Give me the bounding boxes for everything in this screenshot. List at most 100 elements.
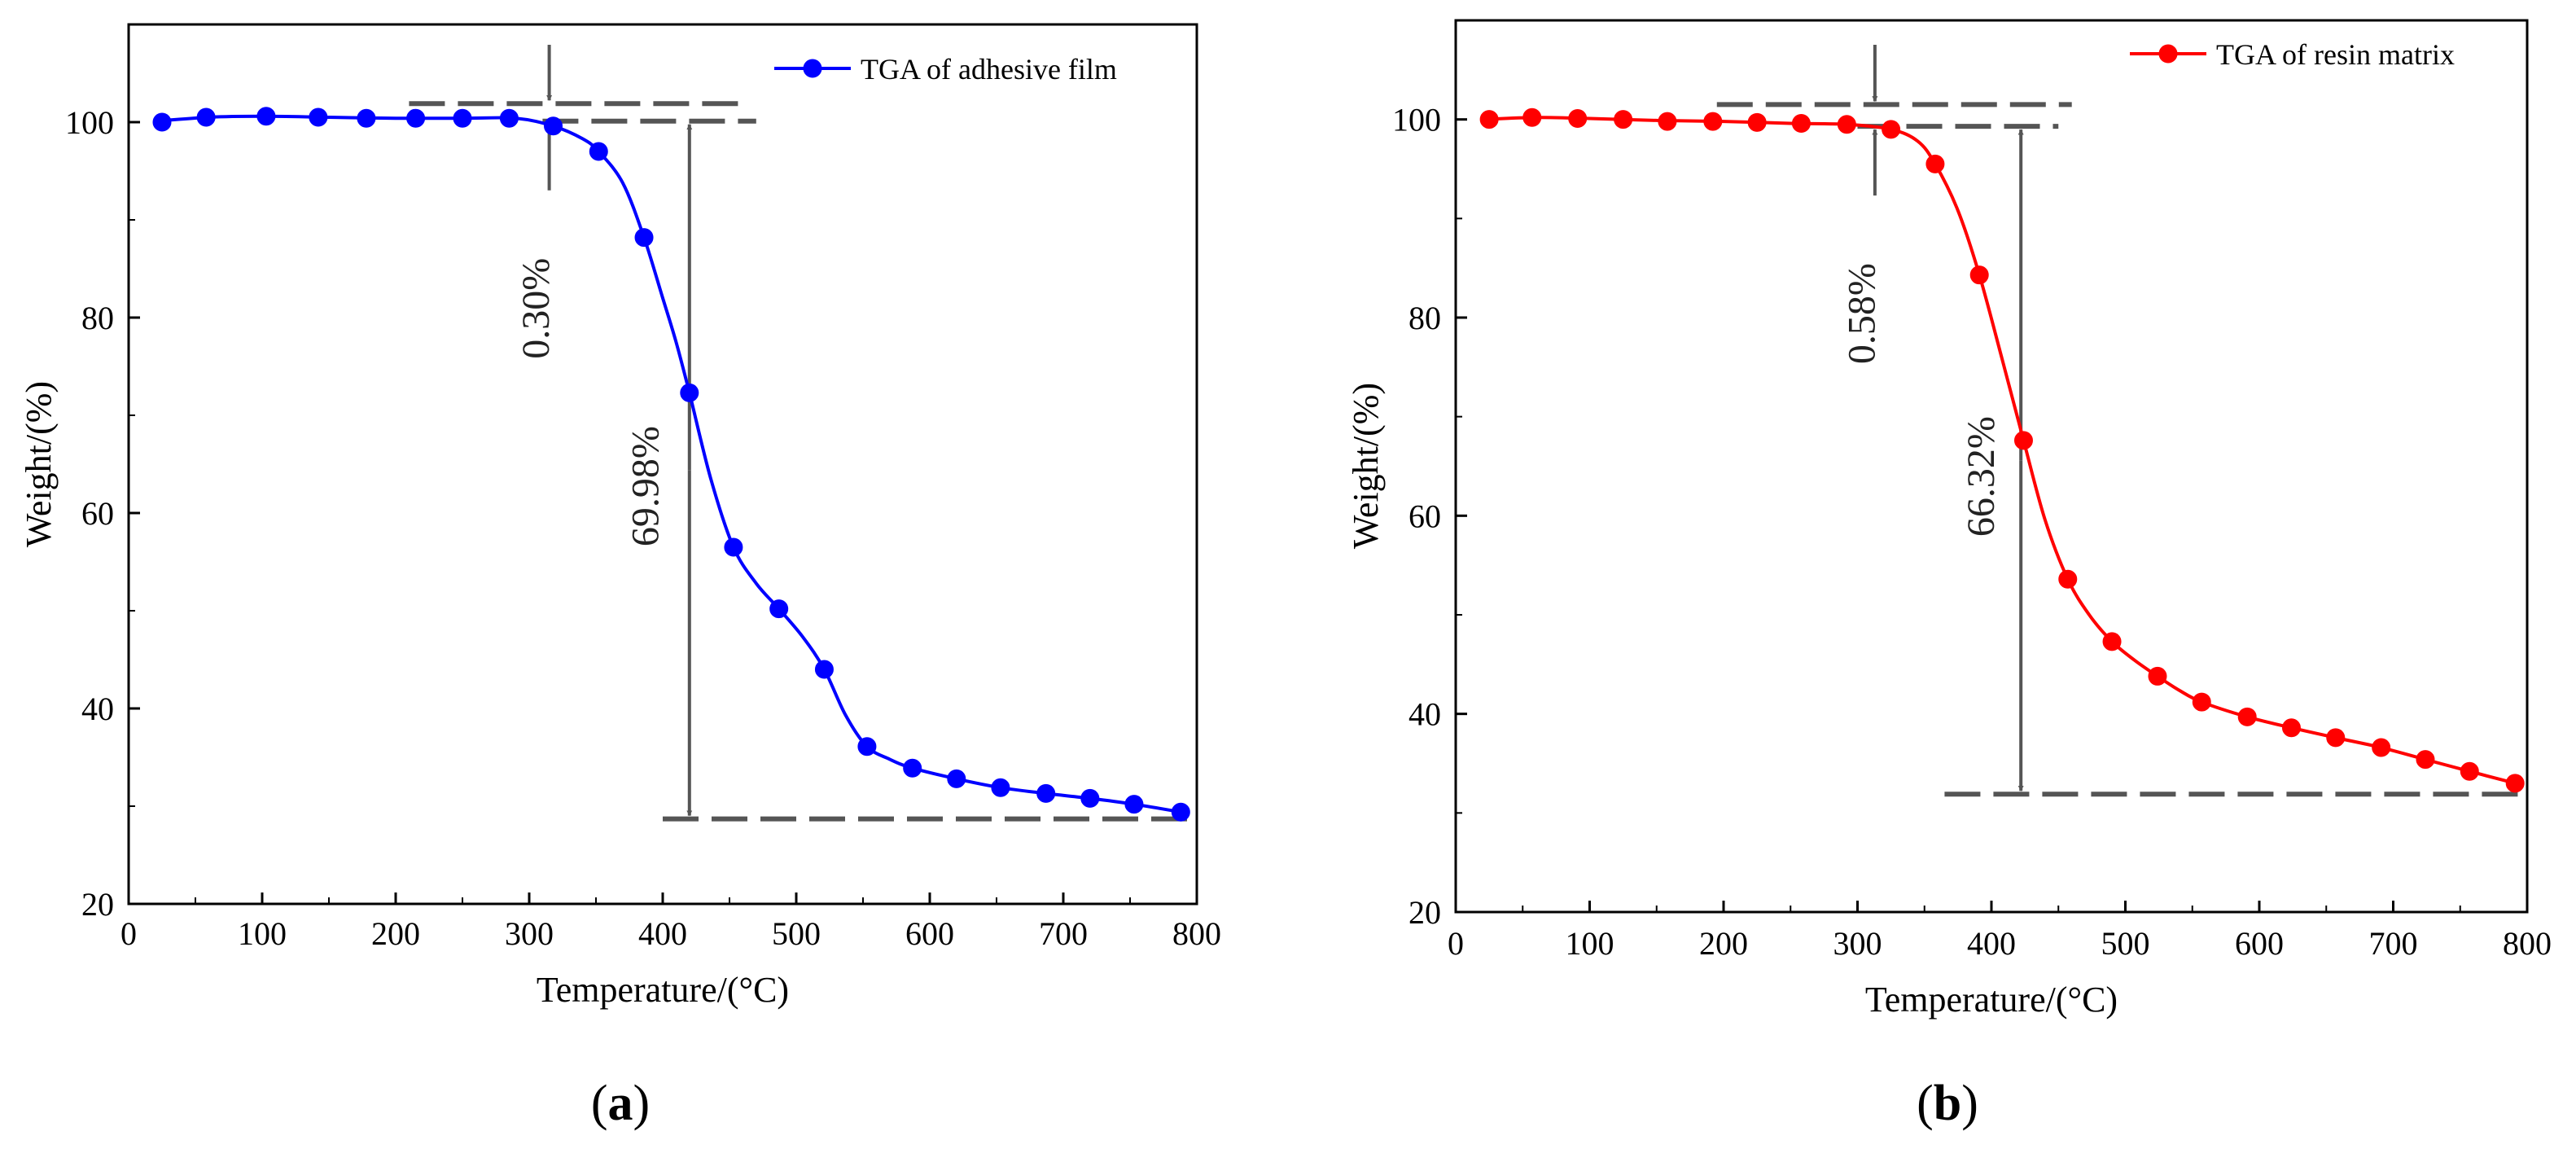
x-tick-label: 0: [1448, 925, 1464, 962]
x-tick-label: 600: [905, 915, 954, 952]
y-tick-label: 60: [1408, 498, 1441, 534]
data-point: [991, 778, 1010, 797]
y-tick-label: 40: [1408, 696, 1441, 733]
data-point: [1036, 783, 1056, 803]
data-point: [589, 142, 608, 161]
data-point: [2058, 569, 2078, 589]
legend-marker-a: [803, 59, 822, 78]
data-point: [947, 769, 966, 788]
data-point: [309, 107, 328, 127]
y-tick-label: 20: [81, 886, 114, 923]
data-point: [1522, 107, 1542, 127]
small-loss-label: 0.30%: [515, 258, 558, 359]
data-point: [544, 116, 563, 136]
data-point: [2505, 774, 2525, 793]
data-point: [2372, 738, 2391, 757]
y-tick-label: 20: [1408, 894, 1441, 931]
data-point: [196, 107, 216, 127]
data-point: [724, 537, 743, 557]
y-tick-label: 40: [81, 691, 114, 727]
x-tick-label: 800: [1172, 915, 1221, 952]
x-tick-label: 0: [120, 915, 137, 952]
data-point: [256, 107, 276, 126]
x-tick-label: 700: [2369, 925, 2418, 962]
x-tick-label: 800: [2503, 925, 2552, 962]
x-tick-label: 100: [238, 915, 287, 952]
data-point: [2237, 707, 2257, 726]
small-loss-label: 0.58%: [1840, 263, 1883, 364]
data-point: [2013, 431, 2033, 450]
series-b: [1479, 107, 2525, 793]
data-point: [2460, 761, 2479, 781]
data-point: [680, 383, 699, 402]
x-tick-label: 400: [638, 915, 687, 952]
data-point: [2281, 718, 2301, 738]
data-point: [1791, 114, 1811, 134]
x-tick-label: 100: [1566, 925, 1614, 962]
data-point: [1080, 788, 1100, 808]
x-tick-label: 200: [1699, 925, 1748, 962]
data-point: [406, 108, 426, 128]
panel-label-letter-b: b: [1934, 1076, 1961, 1131]
y-tick-label: 80: [1408, 300, 1441, 336]
panel-label-b: (b): [1917, 1076, 1978, 1131]
legend-marker-b: [2158, 44, 2178, 64]
data-point: [1703, 112, 1723, 131]
large-loss-label: 66.32%: [1960, 416, 2003, 537]
x-tick-label: 300: [505, 915, 554, 952]
x-tick-label: 500: [2101, 925, 2150, 962]
legend-label-a: TGA of adhesive film: [861, 53, 1117, 86]
data-point: [2148, 666, 2167, 686]
axis-ticks-a: 0 100 200 300 400 500 600 700 800 20 40 60 80 100: [65, 104, 1221, 952]
legend-b: TGA of resin matrix: [2130, 38, 2455, 71]
y-tick-label: 60: [81, 495, 114, 532]
data-point: [1479, 110, 1499, 129]
y-axis-title-a: Weight/(%): [19, 381, 59, 547]
axis-ticks-b: 0 100 200 300 400 500 600 700 800 20 40 60 80 100: [1392, 102, 2552, 962]
x-tick-label: 200: [371, 915, 420, 952]
y-tick-label: 80: [81, 300, 114, 336]
legend-label-b: TGA of resin matrix: [2216, 38, 2455, 71]
data-point: [1614, 110, 1633, 129]
data-point: [1837, 115, 1856, 134]
data-point: [1658, 112, 1677, 131]
data-point: [499, 108, 519, 128]
x-tick-label: 500: [772, 915, 821, 952]
data-point: [453, 108, 472, 128]
series-a: [152, 107, 1190, 822]
data-point: [1925, 154, 1945, 173]
data-point: [1747, 112, 1767, 132]
x-tick-label: 400: [1967, 925, 2016, 962]
panel-label-letter-a: a: [608, 1076, 633, 1131]
data-point: [1568, 108, 1588, 128]
data-point: [903, 758, 922, 778]
x-axis-title-b: Temperature/(°C): [1865, 980, 2118, 1020]
chart-panel-a: 0 100 200 300 400 500 600 700 800 20 40 60 80 100 0.3…: [19, 23, 1221, 1131]
data-point: [1124, 795, 1144, 814]
x-tick-label: 600: [2235, 925, 2284, 962]
y-tick-label: 100: [65, 104, 114, 141]
data-point: [769, 599, 789, 619]
data-point: [857, 737, 877, 756]
data-point: [2192, 692, 2211, 712]
large-loss-label: 69.98%: [624, 426, 668, 546]
data-point: [1969, 265, 1989, 285]
data-point: [357, 108, 376, 128]
y-axis-title-b: Weight/(%): [1346, 383, 1386, 549]
data-point: [1882, 120, 1901, 139]
data-point: [2102, 632, 2122, 651]
y-tick-label: 100: [1392, 102, 1441, 138]
data-point: [634, 228, 654, 248]
annotations-a: 0.30% 69.98%: [409, 45, 1195, 822]
data-point: [152, 112, 172, 132]
data-point: [814, 660, 834, 679]
series-line: [155, 114, 1181, 814]
data-point: [2416, 750, 2435, 770]
x-axis-title-a: Temperature/(°C): [537, 970, 789, 1010]
x-tick-label: 300: [1833, 925, 1882, 962]
x-tick-label: 700: [1039, 915, 1088, 952]
data-point: [2326, 728, 2346, 748]
panel-label-a: (a): [591, 1076, 650, 1131]
data-point: [1171, 802, 1190, 822]
